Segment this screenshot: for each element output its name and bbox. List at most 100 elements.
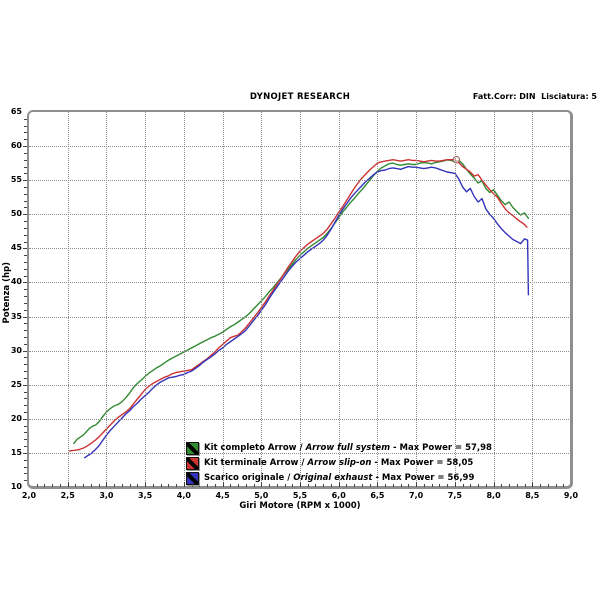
v-gridline [377,112,379,487]
y-minor-tick [24,187,27,188]
x-minor-tick [431,484,433,487]
x-tick-label: 6,5 [370,491,385,500]
x-minor-tick [423,484,425,487]
y-minor-tick [24,118,27,120]
y-minor-tick [24,255,27,257]
legend-label-full-system: Kit completo Arrow / Arrow full system -… [204,443,492,453]
y-minor-tick [24,446,27,448]
v-gridline [454,112,456,487]
y-minor-tick [24,432,27,434]
y-minor-tick [24,466,27,468]
x-major-tick [416,482,418,487]
x-minor-tick [44,484,46,487]
x-major-tick [183,482,185,487]
legend-swatch-blue-icon [186,471,199,485]
x-tick-label: 9,0 [563,491,579,500]
h-gridline [29,146,571,148]
x-major-tick [493,482,495,487]
x-minor-tick [191,484,193,487]
y-minor-tick [24,275,27,277]
plot-area: 2,0 2,5 3,0 3,5 4,0 4,5 5,0 5,5 6,0 6,5 7,0 7,5 8,0 8… [11,107,578,500]
y-minor-tick [24,166,27,168]
x-minor-tick [369,484,371,487]
x-major-tick [106,482,108,487]
y-minor-tick [24,234,27,236]
x-minor-tick [284,484,286,487]
x-minor-tick [230,484,232,487]
y-tick-label: 65 [10,107,22,116]
x-minor-tick [346,484,348,487]
x-major-tick [338,482,340,487]
y-minor-tick [24,343,27,345]
y-minor-tick [24,125,27,127]
y-tick-label: 30 [10,345,22,355]
x-tick-label: 5,5 [292,491,308,500]
y-minor-tick [24,412,27,413]
y-minor-tick [24,289,27,291]
y-minor-tick [24,132,27,134]
x-minor-tick [83,484,85,487]
y-minor-tick [24,377,27,379]
y-tick-label: 20 [10,413,22,423]
y-minor-tick [24,139,27,141]
x-minor-tick [276,484,278,487]
y-minor-tick [24,207,27,209]
x-minor-tick [392,484,394,487]
y-tick-label: 40 [10,277,22,287]
y-minor-tick [24,173,27,175]
x-minor-tick [470,484,472,487]
y-minor-tick [24,227,27,229]
v-gridline [300,112,301,487]
y-minor-tick [24,357,27,359]
x-minor-tick [485,484,487,487]
x-tick-label: 8,0 [486,491,501,500]
y-minor-tick [24,425,27,427]
x-minor-tick [361,484,363,487]
y-minor-tick [24,200,27,202]
x-tick-label: 4,0 [176,491,191,500]
x-minor-tick [214,484,216,487]
x-minor-tick [400,484,402,487]
plot-frame: 2,0 2,5 3,0 3,5 4,0 4,5 5,0 5,5 6,0 6,5 7,0 7,5 8,0 8… [11,107,578,500]
y-minor-tick [24,398,27,400]
x-major-tick [454,482,456,487]
legend-swatch-green-icon [186,441,199,455]
y-major-tick [23,316,27,318]
y-major-tick [23,418,27,420]
v-gridline [416,112,418,487]
y-minor-tick [24,371,27,373]
x-minor-tick [385,484,387,487]
y-minor-tick [24,330,27,332]
y-minor-tick [24,302,27,304]
y-major-tick [23,350,27,352]
x-major-tick [377,482,379,487]
x-minor-tick [245,484,247,487]
x-minor-tick [269,484,271,487]
x-tick-label: 8,5 [525,491,540,500]
power-curve-original [84,165,530,459]
y-major-tick [23,282,27,284]
x-minor-tick [501,484,503,487]
y-minor-tick [24,459,27,461]
x-minor-tick [292,484,294,487]
v-gridline [183,112,185,487]
x-minor-tick [52,484,54,487]
x-minor-tick [121,484,123,487]
y-minor-tick [24,152,27,154]
h-gridline [29,180,571,182]
h-gridline [29,248,571,250]
y-major-tick [23,452,27,454]
y-tick-label: 35 [10,311,22,321]
x-minor-tick [199,484,201,487]
y-minor-tick [24,337,27,338]
y-tick-label: 60 [10,141,22,151]
x-minor-tick [330,484,332,487]
y-minor-tick [24,439,27,441]
x-minor-tick [447,484,449,487]
y-tick-label: 15 [10,447,22,457]
v-gridline [261,112,263,487]
h-gridline [29,384,571,386]
x-minor-tick [315,484,317,487]
y-minor-tick [24,221,27,223]
x-minor-tick [478,484,480,487]
